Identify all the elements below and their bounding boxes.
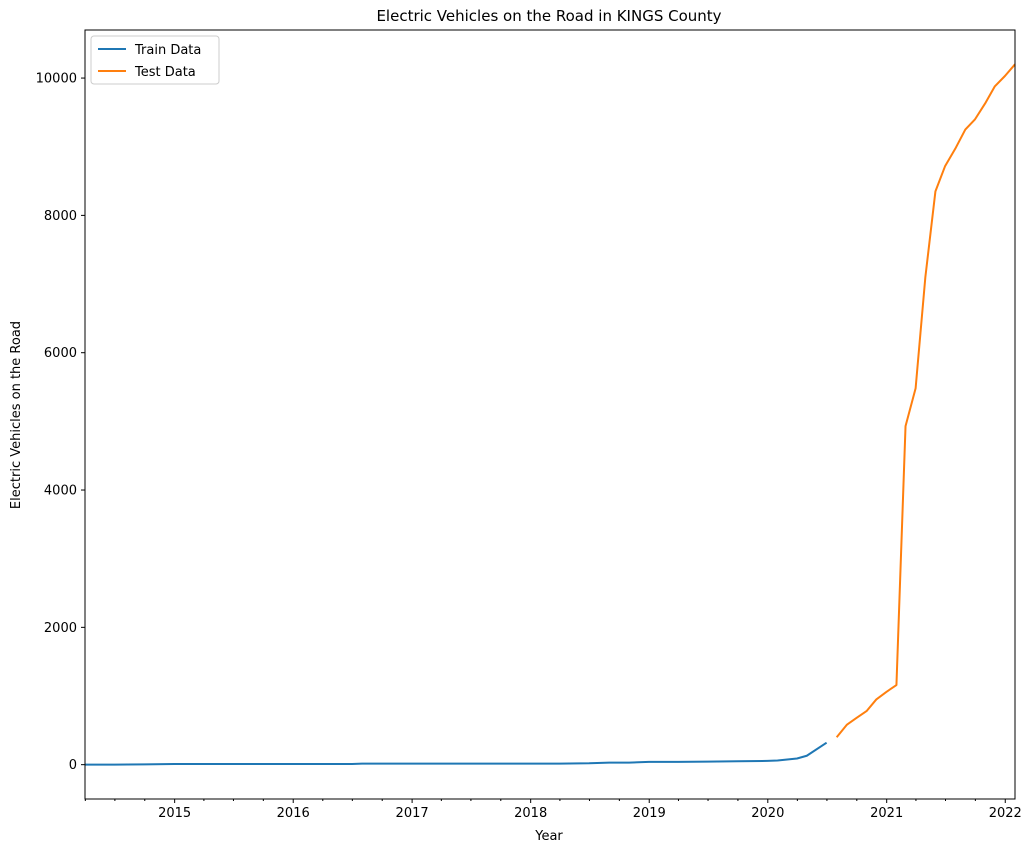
- x-axis: 2015 2016 2017 2018 2019 2020 2021 2022: [84, 799, 1022, 821]
- y-tick-label: 8000: [44, 209, 77, 224]
- x-tick-label: 2016: [277, 806, 310, 821]
- y-tick-label: 4000: [44, 484, 77, 499]
- y-axis: 0 2000 4000 6000 8000 10000: [36, 72, 85, 773]
- plot-area: [85, 30, 1015, 799]
- x-axis-label: Year: [534, 829, 563, 844]
- x-tick-label: 2017: [396, 806, 429, 821]
- legend-label-test: Test Data: [134, 65, 196, 80]
- x-tick-label: 2022: [989, 806, 1022, 821]
- y-tick-label: 6000: [44, 346, 77, 361]
- chart-title: Electric Vehicles on the Road in KINGS C…: [376, 7, 721, 25]
- series-line-train-data: [85, 741, 828, 766]
- y-tick-label: 10000: [36, 72, 77, 87]
- plot-frame: [84, 29, 1016, 800]
- x-tick-label: 2021: [870, 806, 903, 821]
- y-tick-label: 0: [69, 758, 77, 773]
- series-line-test-data: [835, 63, 1016, 738]
- x-tick-label: 2015: [158, 806, 191, 821]
- x-tick-label: 2018: [514, 806, 547, 821]
- series-layer: [85, 63, 1016, 766]
- y-tick-label: 2000: [44, 621, 77, 636]
- legend-label-train: Train Data: [134, 43, 201, 58]
- y-axis-label: Electric Vehicles on the Road: [9, 321, 24, 509]
- x-tick-label: 2019: [633, 806, 666, 821]
- x-tick-label: 2020: [751, 806, 784, 821]
- legend: Train Data Test Data: [90, 35, 220, 85]
